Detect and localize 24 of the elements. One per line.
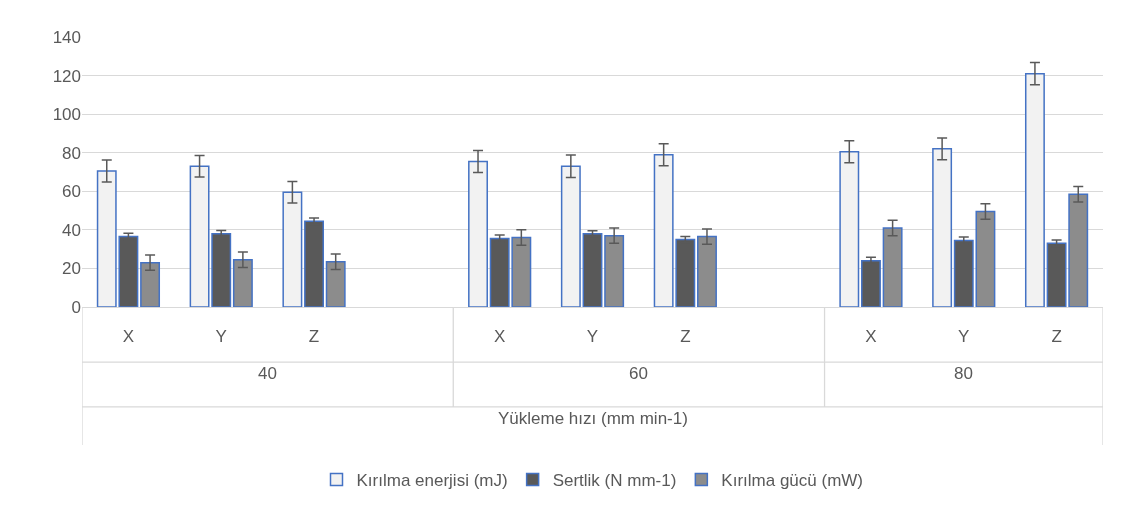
x-tick-label: X — [494, 327, 506, 347]
x-tick-label: Y — [215, 327, 227, 347]
y-tick-label: 60 — [62, 182, 81, 202]
text: 60 — [629, 364, 648, 383]
y-tick-label: 80 — [62, 143, 81, 163]
x-tick-label: Z — [680, 327, 691, 347]
y-tick-label: 40 — [62, 220, 81, 240]
x-tick-label: Z — [308, 327, 320, 347]
x-tick-label: Y — [958, 327, 970, 347]
x-tick-label: X — [865, 327, 877, 347]
text: 40 — [258, 364, 277, 383]
x-tick-label: Z — [1051, 327, 1062, 347]
y-tick-label: 0 — [71, 297, 81, 317]
x-tick-label: X — [122, 327, 135, 347]
x-axis-title: Yükleme hızı (mm min-1) — [498, 409, 688, 428]
legend-label: Kırılma enerjisi (mJ) — [356, 471, 508, 491]
y-tick-label: 100 — [52, 105, 81, 125]
legend-label: Sertlik (N mm-1) — [552, 471, 677, 491]
text: 80 — [954, 364, 973, 383]
x-tick-label: Y — [586, 327, 599, 347]
y-tick-label: 140 — [52, 27, 81, 47]
legend-label: Kırılma gücü (mW) — [721, 471, 864, 491]
y-tick-label: 120 — [52, 66, 81, 86]
y-tick-label: 20 — [62, 259, 81, 279]
